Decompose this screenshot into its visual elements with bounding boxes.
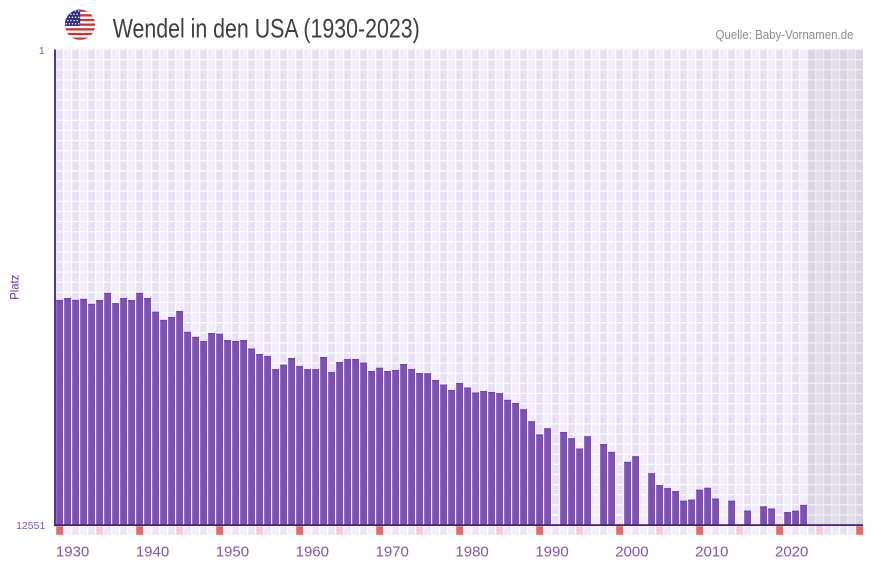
svg-text:2010: 2010 (695, 543, 728, 560)
svg-text:1950: 1950 (216, 543, 249, 560)
svg-text:1960: 1960 (296, 543, 329, 560)
svg-text:2000: 2000 (615, 543, 648, 560)
svg-text:Quelle: Baby-Vornamen.de: Quelle: Baby-Vornamen.de (716, 28, 854, 42)
svg-text:1930: 1930 (56, 543, 89, 560)
svg-text:Wendel in den USA (1930-2023): Wendel in den USA (1930-2023) (113, 14, 420, 44)
svg-text:1990: 1990 (535, 543, 568, 560)
svg-text:12551: 12551 (16, 520, 45, 532)
svg-text:2020: 2020 (775, 543, 808, 560)
svg-text:1980: 1980 (455, 543, 488, 560)
svg-text:1: 1 (39, 46, 45, 57)
svg-text:1970: 1970 (376, 543, 409, 560)
svg-text:1940: 1940 (136, 543, 169, 560)
svg-text:Platz: Platz (7, 275, 21, 300)
